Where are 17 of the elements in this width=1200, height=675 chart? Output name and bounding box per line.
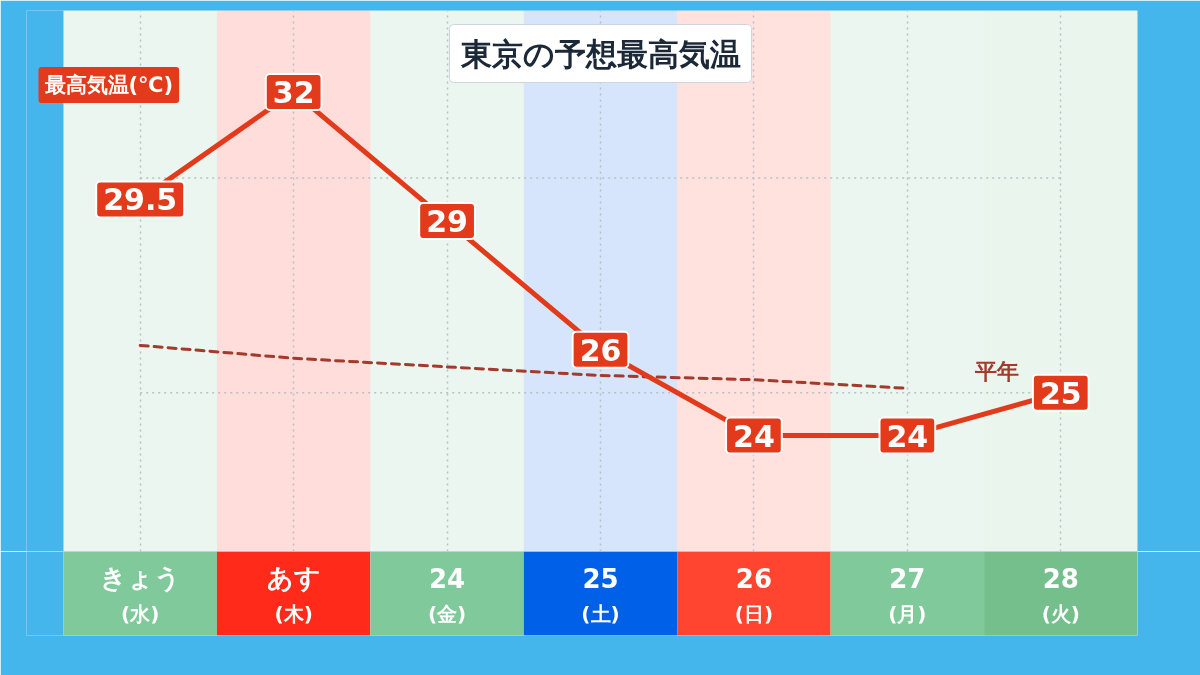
data-label: 25	[1039, 375, 1082, 411]
data-label: 32	[272, 75, 315, 111]
x-tick-label: 24 (金)	[427, 564, 467, 626]
x-tick-label: 26 (日)	[734, 564, 774, 626]
x-tick-label: きょう (水)	[99, 563, 181, 626]
data-label: 26	[579, 332, 622, 368]
text: 東京の予想最高気温	[459, 35, 741, 72]
data-label: 29	[426, 203, 468, 239]
data-label: 29.5	[103, 182, 178, 218]
data-label: 24	[886, 418, 929, 454]
text: 平年	[973, 359, 1019, 385]
x-tick-label: 28 (火)	[1041, 564, 1080, 626]
data-label: 24	[733, 418, 775, 454]
y-axis-title: 最高気温(℃)	[43, 73, 174, 97]
x-tick-label: 27 (月)	[888, 564, 927, 626]
x-tick-label: あす (木)	[266, 563, 321, 626]
x-tick-label: 25 (土)	[581, 564, 620, 626]
